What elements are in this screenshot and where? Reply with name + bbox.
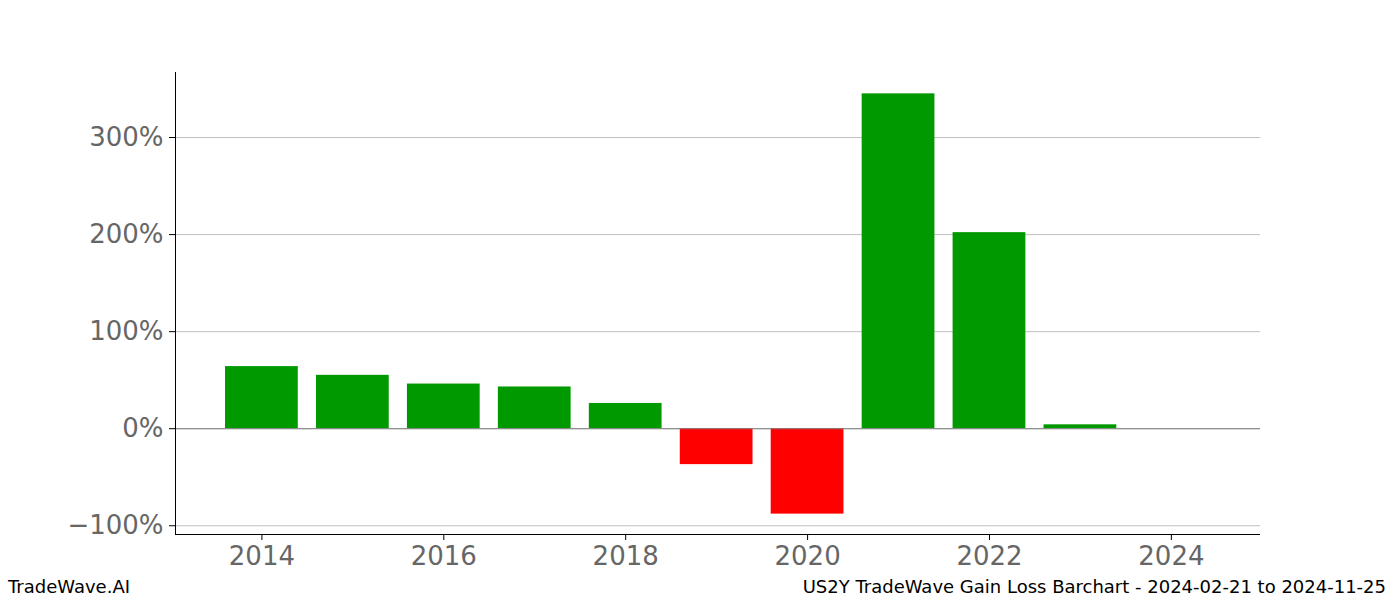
svg-text:2020: 2020: [774, 541, 840, 571]
svg-text:−100%: −100%: [67, 510, 163, 540]
svg-text:2022: 2022: [956, 541, 1022, 571]
html-text:US2Y TradeWave Gain Loss Barch: US2Y TradeWave Gain Loss Barchart - 2024…: [802, 576, 1386, 597]
svg-text:2024: 2024: [1138, 541, 1204, 571]
svg-text:2016: 2016: [411, 541, 477, 571]
svg-text:100%: 100%: [89, 316, 163, 346]
svg-text:2014: 2014: [229, 541, 295, 571]
html-text:TradeWave.AI: TradeWave.AI: [8, 576, 130, 597]
svg-text:200%: 200%: [89, 219, 163, 249]
svg-text:2018: 2018: [593, 541, 659, 571]
svg-text:300%: 300%: [89, 122, 163, 152]
svg-text:0%: 0%: [122, 413, 163, 443]
